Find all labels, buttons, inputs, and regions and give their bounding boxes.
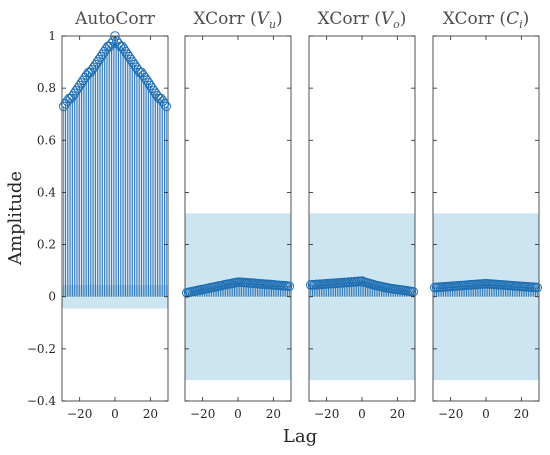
panel-4: −20 0 20 XCorr (Ci) bbox=[429, 9, 543, 421]
data-point bbox=[90, 59, 101, 70]
stems bbox=[63, 36, 167, 297]
data-point bbox=[124, 52, 134, 62]
y-tick-label: 0.6 bbox=[37, 133, 56, 147]
y-tick-label: 0.8 bbox=[37, 81, 56, 95]
data-point bbox=[87, 65, 97, 75]
data-point bbox=[126, 54, 136, 65]
x-tick-label: 0 bbox=[482, 407, 490, 421]
data-point bbox=[76, 78, 87, 88]
data-point bbox=[111, 36, 122, 47]
data-point bbox=[81, 70, 92, 80]
x-tick-label: 20 bbox=[143, 407, 158, 421]
data-point bbox=[119, 44, 129, 54]
x-tick-label: 0 bbox=[111, 407, 119, 421]
y-tick-label: −0.2 bbox=[27, 342, 56, 356]
data-point bbox=[152, 91, 163, 101]
data-point bbox=[131, 62, 141, 73]
data-point bbox=[85, 67, 96, 78]
data-point bbox=[67, 91, 78, 101]
data-point bbox=[74, 80, 85, 91]
data-point bbox=[156, 93, 166, 104]
data-point bbox=[147, 83, 157, 93]
data-point bbox=[108, 36, 119, 47]
data-point bbox=[140, 72, 150, 83]
data-point bbox=[133, 65, 143, 75]
panel-title: XCorr (Vo) bbox=[318, 9, 407, 31]
data-point bbox=[60, 98, 71, 109]
panel-1: −20 0 20 1 0.8 0.6 0.4 0.2 0 −0.2 −0.4 AutoCorr bbox=[27, 9, 172, 421]
x-tick-label: 20 bbox=[514, 407, 529, 421]
data-point bbox=[129, 59, 140, 70]
data-point bbox=[62, 96, 73, 106]
x-tick-label: −20 bbox=[438, 407, 463, 421]
y-axis-label: Amplitude bbox=[5, 171, 26, 266]
y-tick-label: 0.2 bbox=[37, 238, 56, 252]
data-point bbox=[113, 39, 124, 49]
data-point bbox=[58, 101, 69, 112]
data-point bbox=[157, 96, 168, 106]
data-point bbox=[80, 72, 90, 83]
panel-title: XCorr (Vu) bbox=[193, 9, 282, 31]
y-tick-label: 0.4 bbox=[37, 185, 56, 199]
data-point bbox=[142, 75, 152, 86]
data-point bbox=[143, 78, 154, 88]
x-tick-label: 20 bbox=[266, 407, 281, 421]
data-point bbox=[284, 281, 295, 292]
markers bbox=[181, 277, 295, 298]
markers bbox=[305, 276, 419, 297]
panel-3: −20 0 20 XCorr (Vo) bbox=[305, 9, 419, 421]
data-point bbox=[110, 31, 120, 41]
y-tick-label: 0 bbox=[48, 290, 56, 304]
data-point bbox=[161, 101, 172, 112]
x-tick-label: −20 bbox=[67, 407, 92, 421]
data-point bbox=[149, 85, 159, 96]
panel-title: AutoCorr bbox=[74, 9, 156, 29]
data-point bbox=[138, 70, 149, 80]
data-point bbox=[150, 88, 161, 99]
data-point bbox=[106, 39, 117, 49]
data-point bbox=[145, 80, 156, 91]
y-tick-label: −0.4 bbox=[27, 394, 57, 408]
data-point bbox=[69, 88, 80, 99]
data-point bbox=[78, 75, 88, 86]
panel-title: XCorr (Ci) bbox=[443, 9, 530, 31]
data-point bbox=[120, 46, 131, 57]
data-point bbox=[101, 44, 111, 54]
data-point bbox=[89, 62, 99, 73]
data-point bbox=[99, 46, 110, 57]
x-tick-label: −20 bbox=[314, 407, 339, 421]
data-point bbox=[532, 282, 543, 293]
x-tick-label: −20 bbox=[190, 407, 215, 421]
data-point bbox=[408, 286, 419, 297]
data-point bbox=[97, 49, 108, 60]
data-point bbox=[104, 41, 115, 52]
data-point bbox=[66, 93, 76, 104]
data-point bbox=[136, 67, 147, 78]
x-tick-label: 0 bbox=[358, 407, 366, 421]
data-point bbox=[94, 54, 104, 65]
x-axis-label: Lag bbox=[283, 426, 317, 447]
markers bbox=[429, 278, 543, 293]
x-tick-label: 0 bbox=[234, 407, 242, 421]
x-tick-label: 20 bbox=[390, 407, 405, 421]
data-point bbox=[122, 49, 133, 60]
panel-2: −20 0 20 XCorr (Vu) bbox=[181, 9, 295, 421]
data-point bbox=[159, 98, 170, 109]
data-point bbox=[117, 41, 127, 52]
data-point bbox=[127, 57, 138, 67]
y-tick-label: 1 bbox=[48, 29, 56, 43]
data-point bbox=[71, 85, 81, 96]
data-point bbox=[92, 57, 103, 67]
markers bbox=[58, 31, 172, 112]
data-point bbox=[96, 52, 106, 62]
data-point bbox=[73, 83, 83, 93]
